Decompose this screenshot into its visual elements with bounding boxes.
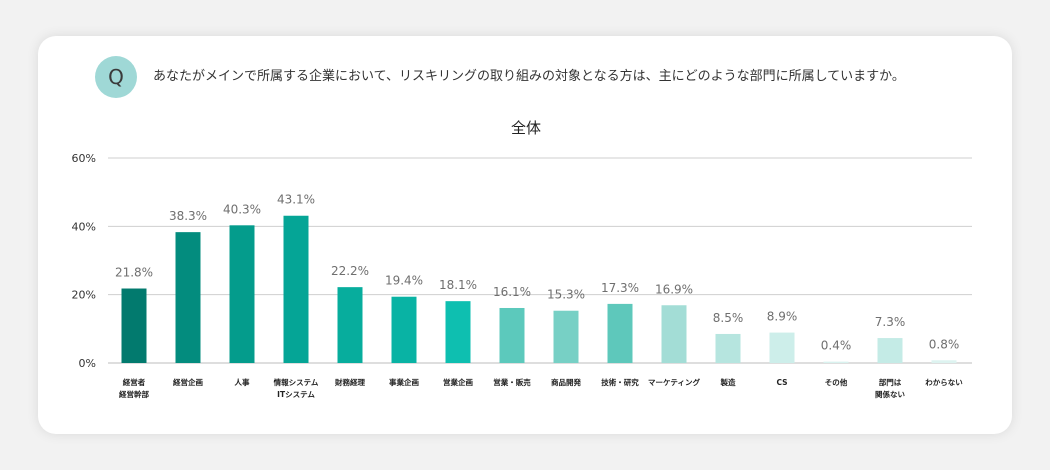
bar — [877, 338, 903, 363]
bar — [391, 296, 417, 363]
x-tick-label: 人事 — [235, 377, 250, 387]
bar — [337, 287, 363, 363]
x-tick-label-line: 人事 — [235, 377, 250, 387]
x-tick-label-line: 営業企画 — [443, 377, 473, 387]
x-tick-label-line: 財務経理 — [334, 377, 365, 387]
x-tick-label: 商品開発 — [551, 377, 581, 387]
data-label: 8.9% — [767, 310, 798, 324]
y-tick-label: 20% — [72, 289, 96, 302]
data-label: 0.8% — [929, 337, 960, 351]
question-text: あなたがメインで所属する企業において、リスキリングの取り組みの対象となる方は、主… — [153, 69, 905, 84]
data-label: 16.9% — [655, 282, 693, 296]
bar — [715, 333, 741, 363]
x-tick-label-line: 情報システム — [273, 377, 319, 387]
x-tick-label-line: 技術・研究 — [601, 377, 639, 387]
x-tick-label: CS — [776, 378, 787, 387]
x-tick-label-line: 事業企画 — [389, 377, 419, 387]
x-tick-label: 営業企画 — [443, 377, 473, 387]
x-tick-label: わからない — [925, 378, 963, 387]
data-label: 8.5% — [713, 311, 744, 325]
data-label: 21.8% — [115, 266, 153, 280]
x-tick-label: 事業企画 — [389, 377, 419, 387]
data-label: 17.3% — [601, 281, 639, 295]
bar — [445, 301, 471, 363]
x-tick-label-line: 経営者 — [123, 377, 146, 387]
x-tick-label-line: 部門は — [879, 377, 902, 387]
bar — [823, 361, 849, 363]
data-label: 16.1% — [493, 285, 531, 299]
x-tick-label: マーケティング — [648, 377, 700, 387]
value-labels: 21.8% 38.3% 40.3% 43.1% 22.2% 19.4% 18.1% 16.1%… — [115, 193, 959, 353]
bar — [283, 215, 309, 363]
x-tick-label-line: ITシステム — [277, 390, 315, 399]
bar — [121, 288, 147, 363]
chart-title: 全体 — [511, 119, 541, 137]
x-tick-label-line: 製造 — [720, 377, 736, 387]
data-label: 18.1% — [439, 278, 477, 292]
bar — [499, 307, 525, 363]
x-tick-label: 製造 — [720, 377, 736, 387]
data-label: 7.3% — [875, 315, 906, 329]
bar — [769, 332, 795, 363]
question-badge: Q — [95, 56, 137, 98]
bar — [175, 232, 201, 363]
x-tick-label-line: その他 — [825, 377, 848, 387]
data-label: 22.2% — [331, 264, 369, 278]
y-tick-label: 40% — [72, 220, 96, 233]
x-tick-label-line: 経営企画 — [173, 377, 203, 387]
x-tick-label: 経営企画 — [173, 377, 203, 387]
x-axis-labels: 経営者経営幹部 経営企画 人事 情報システム ITシステム 財務経理 事業企画 営業企画 営業・… — [119, 377, 963, 399]
data-label: 38.3% — [169, 209, 207, 223]
data-label: 19.4% — [385, 274, 423, 288]
data-label: 15.3% — [547, 288, 585, 302]
x-tick-label: その他 — [825, 377, 848, 387]
x-tick-label-line: マーケティング — [648, 377, 700, 387]
data-label: 0.4% — [821, 339, 852, 353]
bar — [553, 310, 579, 363]
x-tick-label: 営業・販売 — [493, 377, 531, 387]
bar — [931, 360, 957, 363]
data-label: 43.1% — [277, 193, 315, 207]
x-tick-label: 部門は関係ない — [875, 377, 905, 399]
data-label: 40.3% — [223, 202, 261, 216]
x-tick-label-line: わからない — [925, 378, 963, 387]
x-tick-label-line: CS — [776, 378, 787, 387]
bar — [661, 305, 687, 363]
x-tick-label: 経営者経営幹部 — [119, 377, 149, 399]
y-tick-label: 0% — [79, 357, 96, 370]
y-tick-label: 60% — [72, 152, 96, 165]
bar — [229, 225, 255, 363]
bar — [607, 303, 633, 363]
x-tick-label-line: 商品開発 — [551, 377, 581, 387]
x-tick-label-line: 経営幹部 — [119, 389, 149, 399]
x-tick-label-line: 関係ない — [875, 389, 905, 399]
x-tick-label-line: 営業・販売 — [493, 377, 531, 387]
x-tick-label: 財務経理 — [334, 377, 365, 387]
x-tick-label: 技術・研究 — [601, 377, 639, 387]
x-tick-label: 情報システム ITシステム — [273, 377, 319, 399]
bars — [121, 215, 957, 363]
